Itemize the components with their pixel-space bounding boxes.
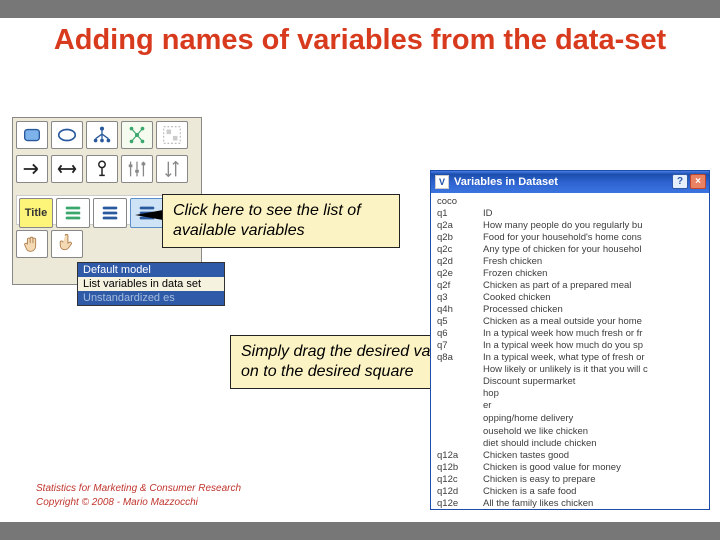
variable-row[interactable]: q3Cooked chicken — [435, 291, 705, 303]
tooltip-line2: List variables in data set — [78, 277, 224, 291]
variable-row[interactable]: q12dChicken is a safe food — [435, 485, 705, 497]
variable-row[interactable]: q7In a typical week how much do you sp — [435, 339, 705, 351]
tooltip-line3: Unstandardized es — [78, 291, 224, 305]
variable-row[interactable]: q2eFrozen chicken — [435, 267, 705, 279]
variable-row[interactable]: hop — [435, 387, 705, 399]
variable-row[interactable]: q1ID — [435, 207, 705, 219]
variable-row[interactable]: ousehold we like chicken — [435, 425, 705, 437]
variable-row[interactable]: q8aIn a typical week, what type of fresh… — [435, 351, 705, 363]
callout-click-here: Click here to see the list of available … — [162, 194, 400, 248]
network-tool-icon[interactable] — [121, 121, 153, 149]
bottom-decor-bar — [0, 522, 720, 540]
footer-line1: Statistics for Marketing & Consumer Rese… — [36, 482, 241, 496]
variables-list[interactable]: cocoq1IDq2aHow many people do you regula… — [431, 193, 709, 509]
variable-row[interactable]: How likely or unlikely is it that you wi… — [435, 363, 705, 375]
close-button[interactable]: × — [690, 174, 706, 189]
variable-row[interactable]: q4hProcessed chicken — [435, 303, 705, 315]
variable-row[interactable]: q2cAny type of chicken for your househol — [435, 243, 705, 255]
variable-row[interactable]: opping/home delivery — [435, 412, 705, 424]
variable-row[interactable]: q2dFresh chicken — [435, 255, 705, 267]
hand-point-icon[interactable] — [51, 230, 83, 258]
footer-line2: Copyright © 2008 - Mario Mazzocchi — [36, 496, 241, 510]
variable-row[interactable]: q2aHow many people do you regularly bu — [435, 219, 705, 231]
arrow-right-icon[interactable] — [16, 155, 48, 183]
palette-row-2 — [16, 155, 198, 185]
ellipse-tool-icon[interactable] — [51, 121, 83, 149]
reorder-tool-icon[interactable] — [156, 155, 188, 183]
slide-footer: Statistics for Marketing & Consumer Rese… — [36, 482, 241, 509]
error-tool-icon[interactable] — [86, 155, 118, 183]
variable-row[interactable]: er — [435, 399, 705, 411]
variable-row[interactable]: q2fChicken as part of a prepared meal — [435, 279, 705, 291]
variable-row[interactable]: q12eAll the family likes chicken — [435, 497, 705, 509]
group-tool-icon[interactable] — [156, 121, 188, 149]
palette-tooltip: Default model List variables in data set… — [77, 262, 225, 306]
top-decor-bar — [0, 0, 720, 18]
slide-title: Adding names of variables from the data-… — [0, 18, 720, 57]
stack-green-icon[interactable] — [56, 198, 90, 228]
palette-row-1 — [16, 121, 198, 151]
hand-tool-icon[interactable] — [16, 230, 48, 258]
tooltip-line1: Default model — [78, 263, 224, 277]
window-title: Variables in Dataset — [454, 176, 558, 188]
arrow-both-icon[interactable] — [51, 155, 83, 183]
variable-row[interactable]: q12bChicken is good value for money — [435, 461, 705, 473]
rect-tool-icon[interactable] — [16, 121, 48, 149]
variable-row[interactable]: q12aChicken tastes good — [435, 449, 705, 461]
variable-row[interactable]: Discount supermarket — [435, 375, 705, 387]
variables-window: V Variables in Dataset ? × cocoq1IDq2aHo… — [430, 170, 710, 510]
variable-row[interactable]: q5Chicken as a meal outside your home — [435, 315, 705, 327]
variable-row[interactable]: q2bFood for your household's home cons — [435, 231, 705, 243]
tree-tool-icon[interactable] — [86, 121, 118, 149]
help-button[interactable]: ? — [672, 174, 688, 189]
variable-row[interactable]: coco — [435, 195, 705, 207]
sliders-tool-icon[interactable] — [121, 155, 153, 183]
callout-arrow-icon — [135, 210, 163, 220]
stack-blue-icon[interactable] — [93, 198, 127, 228]
variable-row[interactable]: q6In a typical week how much fresh or fr — [435, 327, 705, 339]
window-app-icon: V — [435, 175, 449, 189]
variable-row[interactable]: q12cChicken is easy to prepare — [435, 473, 705, 485]
window-titlebar[interactable]: V Variables in Dataset ? × — [431, 171, 709, 193]
title-tool[interactable]: Title — [19, 198, 53, 228]
window-controls: ? × — [672, 174, 706, 189]
variable-row[interactable]: diet should include chicken — [435, 437, 705, 449]
